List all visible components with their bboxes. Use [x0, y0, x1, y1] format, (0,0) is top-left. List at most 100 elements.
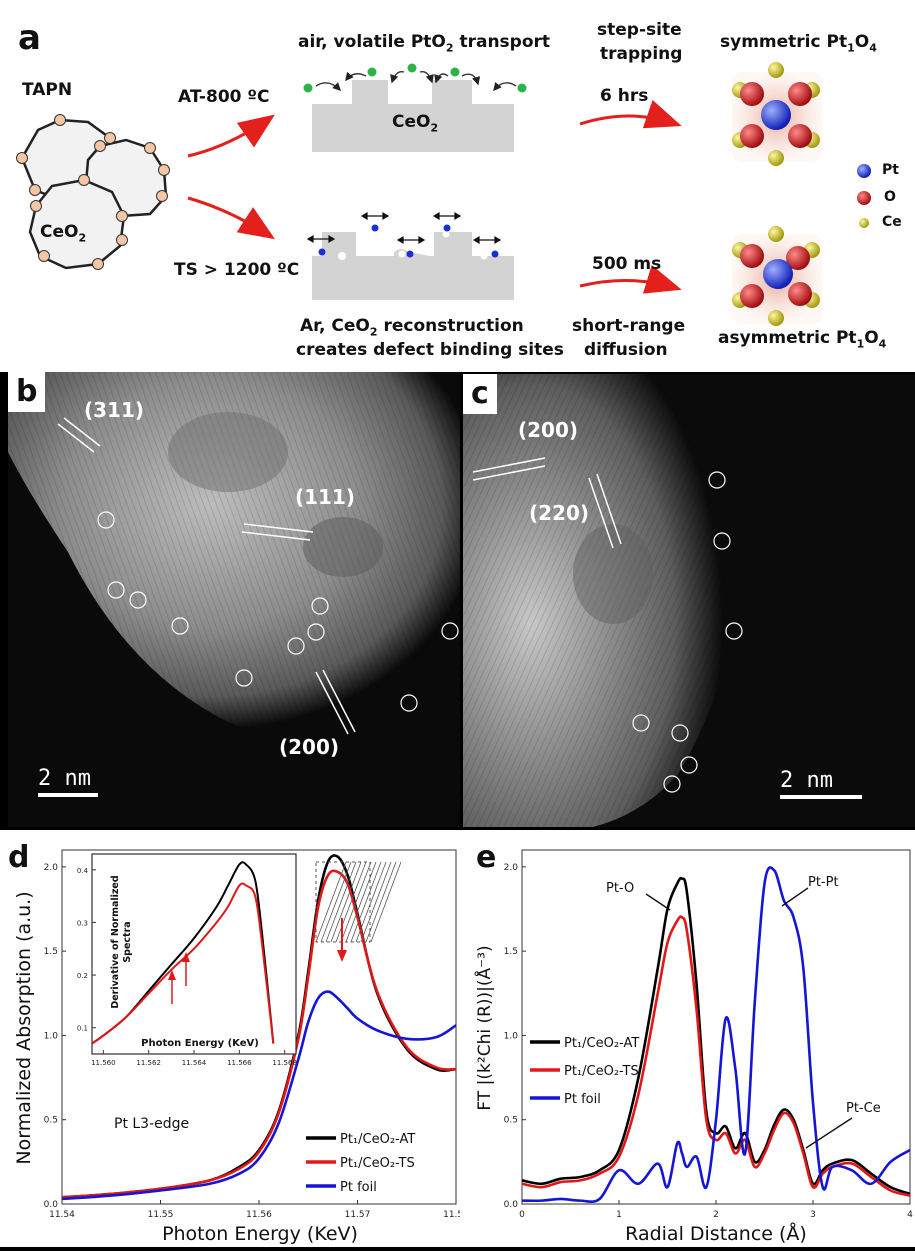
legend-o: O — [884, 189, 896, 205]
exafs-pointer-pt-ce — [806, 1118, 852, 1148]
step-site-label: step-site — [597, 20, 682, 40]
xanes-decrease-arrowhead — [337, 950, 347, 962]
asymmetric-pt1o4-model — [732, 226, 822, 326]
exafs-legend-label: Pt₁/CeO₂-AT — [564, 1036, 639, 1051]
panel-c-haadf-image: c (200) (220) 2 nm — [463, 374, 915, 827]
xanes-edge-annotation: Pt L3-edge — [114, 1116, 189, 1132]
panel-b-haadf-image: b (311) (111) (200) 2 nm — [8, 372, 460, 827]
symmetric-label: symmetric Pt1O4 — [720, 32, 877, 54]
inset-x-axis-title: Photon Energy (KeV) — [141, 1038, 259, 1049]
xanes-hatch-line — [341, 862, 371, 942]
ts-condition: TS > 1200 ºC — [174, 260, 299, 280]
o-legend-ball — [857, 191, 871, 205]
ar-reconstruction-line1: Ar, CeO2 reconstruction — [300, 316, 524, 338]
exafs-x-tick-label: 1 — [616, 1210, 622, 1220]
exafs-annotation-pt-pt: Pt-Pt — [808, 875, 839, 890]
exafs-y-tick-label: 2.0 — [504, 863, 519, 873]
panel-label-e: e — [476, 840, 496, 875]
inset-y-tick-label: 0.3 — [77, 919, 88, 927]
legend-ce: Ce — [882, 214, 902, 230]
at-condition: AT-800 ºC — [178, 87, 269, 107]
legend-pt: Pt — [882, 162, 899, 178]
exafs-series-line-2 — [522, 867, 910, 1201]
exafs-legend-label: Pt₁/CeO₂-TS — [564, 1064, 639, 1079]
ceo2-particles — [17, 115, 170, 270]
plane-311: (311) — [84, 398, 144, 422]
exafs-y-tick-label: 0.0 — [504, 1200, 519, 1210]
xanes-x-axis-title: Photon Energy (KeV) — [162, 1223, 358, 1245]
xanes-hatch-line — [321, 862, 351, 942]
exafs-annotation-pt-ce: Pt-Ce — [846, 1101, 881, 1116]
inset-y-axis-title-1: Derivative of Normalized — [110, 875, 121, 1008]
arrow-ts — [188, 198, 270, 236]
pt-legend-ball — [857, 164, 871, 178]
haadf-image-b — [8, 372, 460, 827]
scale-bar-c: 2 nm — [780, 768, 833, 793]
inset-x-tick-label: 11.560 — [91, 1059, 116, 1067]
panel-e-exafs-chart: 0 1 2 3 4 0.0 0.5 1.0 1.5 2.0 Pt₁/CeO₂-AT Pt₁/CeO₂-… — [460, 830, 915, 1247]
xanes-y-axis-title: Normalized Absorption (a.u.) — [13, 891, 35, 1164]
panel-label-d: d — [8, 840, 29, 875]
plane-111: (111) — [295, 485, 355, 509]
xanes-hatch-line — [361, 862, 391, 942]
exafs-chart: 0 1 2 3 4 0.0 0.5 1.0 1.5 2.0 Pt₁/CeO₂-AT Pt₁/CeO₂-… — [460, 830, 915, 1247]
diffusion-label: diffusion — [584, 340, 668, 360]
inset-y-tick-label: 0.4 — [77, 867, 89, 875]
trapping-label: trapping — [600, 44, 682, 64]
panel-label-b: b — [8, 372, 45, 412]
short-range-label: short-range — [572, 316, 685, 336]
xanes-y-tick-label: 0.5 — [44, 1116, 58, 1126]
exafs-x-tick-label: 2 — [713, 1210, 719, 1220]
exafs-x-tick-label: 0 — [519, 1210, 525, 1220]
time-500ms: 500 ms — [592, 254, 661, 274]
exafs-legend-label: Pt foil — [564, 1092, 601, 1107]
xanes-legend-label: Pt foil — [340, 1180, 377, 1195]
exafs-x-tick-label: 3 — [810, 1210, 816, 1220]
exafs-plot-frame — [522, 850, 910, 1204]
xanes-legend-label: Pt₁/CeO₂-TS — [340, 1156, 415, 1171]
xanes-x-tick-label: 11.56 — [246, 1210, 272, 1220]
xanes-y-tick-label: 1.5 — [44, 947, 58, 957]
exafs-x-tick-label: 4 — [907, 1210, 913, 1220]
xanes-y-tick-label: 0.0 — [44, 1200, 59, 1210]
xanes-hatch-line — [371, 862, 401, 942]
inset-x-tick-label: 11.564 — [182, 1059, 207, 1067]
arrow-6hrs — [580, 116, 676, 124]
xanes-y-tick-label: 2.0 — [44, 863, 59, 873]
transport-arrows — [316, 72, 516, 90]
inset-y-tick-label: 0.1 — [77, 1025, 88, 1033]
plane-200-c: (200) — [518, 418, 578, 442]
inset-x-tick-label: 11.568 — [272, 1059, 297, 1067]
xanes-y-tick-label: 1.0 — [44, 1031, 59, 1041]
exafs-y-tick-label: 1.0 — [504, 1031, 519, 1041]
time-6hrs: 6 hrs — [600, 86, 648, 106]
arrow-at — [188, 118, 270, 156]
exafs-series-line-1 — [522, 917, 910, 1196]
exafs-x-axis-title: Radial Distance (Å) — [625, 1222, 807, 1245]
ceo2-particle-label: CeO2 — [40, 222, 86, 244]
ceo2-slab-label: CeO2 — [392, 112, 438, 134]
exafs-y-tick-label: 0.5 — [504, 1116, 518, 1126]
xanes-x-tick-label: 11.55 — [148, 1210, 174, 1220]
arrow-500ms — [580, 280, 676, 288]
asymmetric-label: asymmetric Pt1O4 — [718, 328, 886, 350]
symmetric-pt1o4-model — [732, 62, 822, 166]
plane-220: (220) — [529, 501, 589, 525]
plane-200-b: (200) — [279, 735, 339, 759]
xanes-hatch-line — [356, 862, 386, 942]
exafs-y-tick-label: 1.5 — [504, 947, 518, 957]
inset-y-tick-label: 0.2 — [77, 972, 88, 980]
scale-bar-b: 2 nm — [38, 766, 91, 791]
ceo2-slab-bottom — [312, 232, 514, 300]
air-transport-label: air, volatile PtO2 transport — [298, 32, 550, 54]
xanes-x-tick-label: 11.57 — [345, 1210, 371, 1220]
panel-label-c: c — [463, 374, 497, 414]
exafs-pointer-pt-o — [646, 894, 670, 910]
inset-x-tick-label: 11.566 — [227, 1059, 252, 1067]
panel-a: a TAPN — [0, 0, 915, 372]
inset-y-axis-title-2: Spectra — [122, 921, 133, 962]
xanes-x-tick-label: 11.54 — [49, 1210, 75, 1220]
inset-x-tick-label: 11.562 — [136, 1059, 161, 1067]
